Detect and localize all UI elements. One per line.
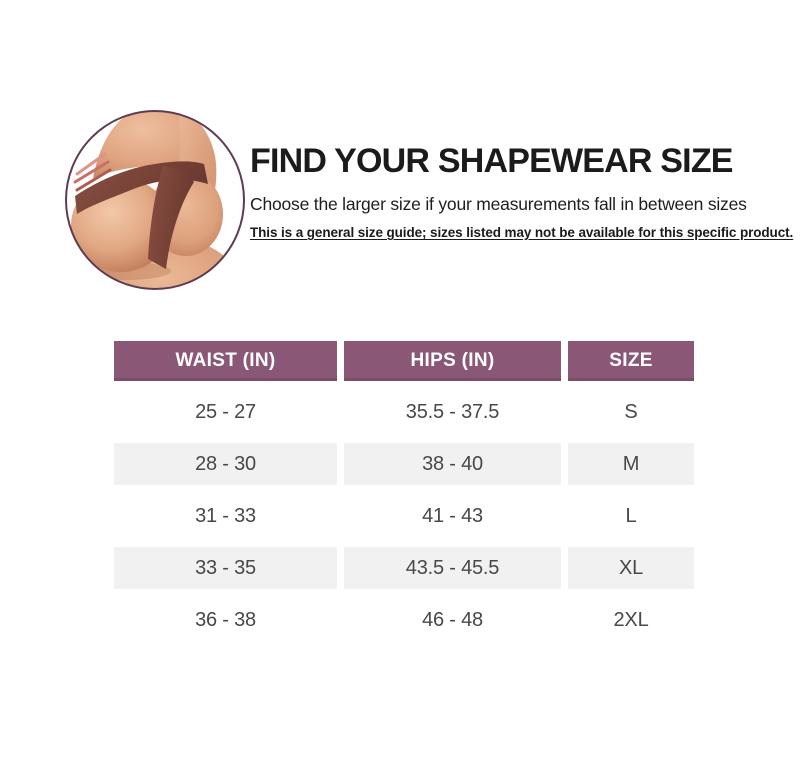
page-title: FIND YOUR SHAPEWEAR SIZE	[250, 142, 733, 180]
table-row-l: 31 - 33 41 - 43 L	[114, 490, 694, 542]
subtitle-text: Choose the larger size if your measureme…	[250, 194, 747, 214]
column-header-size: SIZE	[568, 341, 694, 381]
size-table-header: WAIST (IN) HIPS (IN) SIZE	[114, 341, 694, 381]
availability-note: This is a general size guide; sizes list…	[250, 225, 794, 240]
column-header-hips: HIPS (IN)	[344, 341, 561, 381]
waist-value: 31 - 33	[195, 504, 256, 527]
table-row-xl: 33 - 35 43.5 - 45.5 XL	[114, 542, 694, 594]
circle-frame	[65, 110, 245, 290]
hips-value: 43.5 - 45.5	[344, 542, 561, 594]
shapewear-model-illustration	[65, 110, 245, 290]
waist-value: 25 - 27	[195, 400, 256, 423]
table-row-m: 28 - 30 38 - 40 M	[114, 438, 694, 490]
size-value: S	[624, 400, 638, 423]
size-value: 2XL	[613, 608, 649, 631]
size-table-body: 25 - 27 35.5 - 37.5 S 28 - 30 38 - 40 M …	[114, 386, 694, 646]
hips-value: 41 - 43	[422, 504, 483, 527]
hips-value: 46 - 48	[422, 608, 483, 631]
column-header-waist: WAIST (IN)	[114, 341, 337, 381]
size-value: L	[625, 504, 637, 527]
size-value: M	[568, 438, 694, 490]
shapewear-model-image	[63, 108, 247, 292]
hips-value: 35.5 - 37.5	[405, 400, 500, 423]
waist-value: 28 - 30	[114, 438, 337, 490]
heading-block: FIND YOUR SHAPEWEAR SIZE Choose the larg…	[250, 142, 794, 241]
size-table: WAIST (IN) HIPS (IN) SIZE 25 - 27 35.5 -…	[114, 341, 694, 646]
table-row-2xl: 36 - 38 46 - 48 2XL	[114, 594, 694, 646]
table-row-s: 25 - 27 35.5 - 37.5 S	[114, 386, 694, 438]
waist-value: 36 - 38	[195, 608, 256, 631]
waist-value: 33 - 35	[114, 542, 337, 594]
size-value: XL	[568, 542, 694, 594]
hips-value: 38 - 40	[344, 438, 561, 490]
